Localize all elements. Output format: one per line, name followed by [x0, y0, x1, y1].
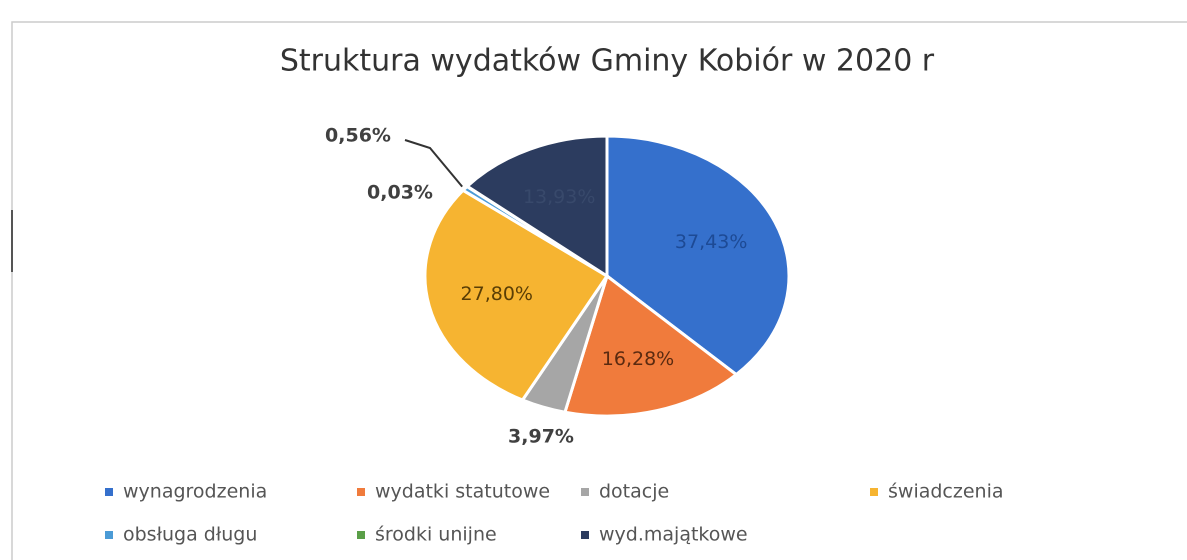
pie-slice: [563, 273, 739, 418]
legend-swatch: [870, 488, 878, 496]
legend-label: świadczenia: [888, 481, 1004, 503]
legend-label: wydatki statutowe: [375, 481, 550, 503]
legend-swatch: [357, 488, 365, 496]
legend-swatch: [581, 531, 589, 539]
leader-line: [404, 139, 463, 188]
legend-swatch: [581, 488, 589, 496]
legend-swatch: [357, 531, 365, 539]
legend-label: wyd.majątkowe: [599, 524, 748, 546]
data-label: 27,80%: [461, 283, 533, 305]
chart-frame: [11, 21, 1187, 560]
pie-slice: [605, 134, 791, 377]
data-label: 0,56%: [325, 125, 391, 147]
data-label: 16,28%: [602, 348, 674, 370]
data-label: 13,93%: [523, 186, 595, 208]
legend-swatch: [105, 488, 113, 496]
data-label: 0,03%: [367, 182, 433, 204]
data-label: 37,43%: [675, 231, 747, 253]
legend-swatch: [105, 531, 113, 539]
data-label: 3,97%: [508, 426, 574, 448]
legend-label: wynagrodzenia: [123, 481, 267, 503]
pie-slice: [464, 134, 609, 279]
pie-slice: [423, 188, 610, 402]
legend-label: dotacje: [599, 481, 669, 503]
legend-label: obsługa długu: [123, 524, 257, 546]
legend-label: środki unijne: [375, 524, 497, 546]
chart-title: Struktura wydatków Gminy Kobiór w 2020 r: [280, 44, 935, 79]
